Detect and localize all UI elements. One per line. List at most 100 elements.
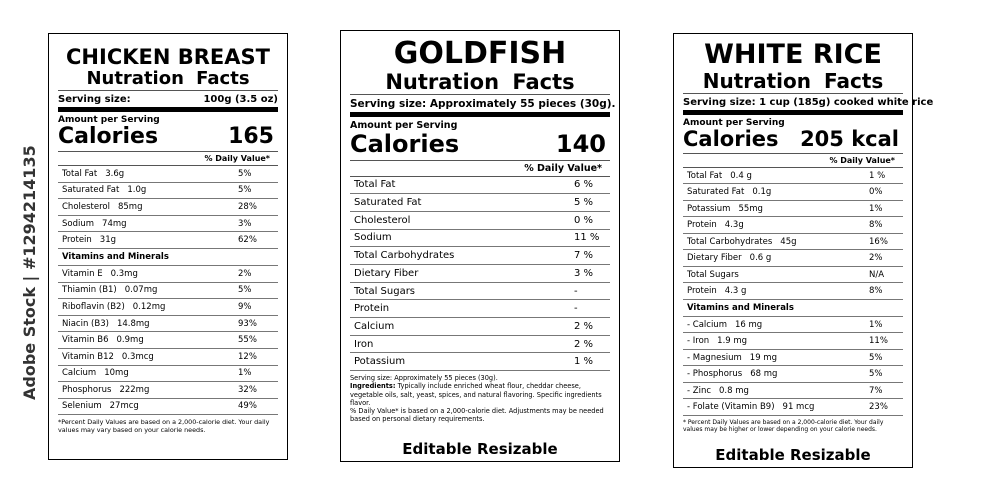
nutrient-amount: 68 mg: [750, 369, 778, 380]
nutrient-amount: 55mg: [738, 203, 763, 214]
nutrient-amount: 10mg: [104, 368, 129, 379]
nutrient-name: Total Carbohydrates: [687, 236, 773, 247]
nutrient: - Magnesium 19 mg: [683, 353, 869, 363]
nutrient: Total Sugars: [683, 270, 869, 280]
nutrient-name: - Folate (Vitamin B9): [687, 402, 775, 413]
daily-value: 55%: [238, 335, 257, 346]
notes-serving: Serving size: Approximately 55 pieces (3…: [350, 374, 498, 383]
nutrient-amount: 45g: [780, 236, 797, 247]
nutrient-row: Vitamin E 0.3mg 2%: [58, 266, 278, 283]
badge: Editable Resizable: [402, 440, 558, 458]
notes: Serving size: Approximately 55 pieces (3…: [350, 371, 610, 423]
nutrient-name: Total Fat: [62, 168, 98, 179]
nutrient: Phosphorus 222mg: [58, 385, 238, 395]
footnote: *Percent Daily Values are based on a 2,0…: [58, 418, 270, 435]
daily-value: 5%: [238, 285, 252, 296]
daily-value: 3 %: [574, 267, 594, 279]
daily-value: 7 %: [574, 250, 594, 262]
nutrient: Protein 4.3 g: [683, 286, 869, 296]
nutrient-row: Saturated Fat 1.0g 5%: [58, 183, 278, 200]
nutrient-amount: 14.8mg: [116, 318, 150, 329]
nutrient-name: Niacin (B3): [62, 318, 109, 329]
daily-value: 16%: [869, 236, 888, 247]
nutrient-row: Total Fat 6 %: [350, 177, 610, 195]
nutrient-row: Total Fat 3.6g 5%: [58, 166, 278, 183]
nutrient-name: Dietary Fiber: [354, 267, 419, 279]
serving-label: Serving size: Approximately 55 pieces (3…: [350, 98, 616, 111]
daily-value: 1%: [869, 203, 883, 214]
daily-value: 93%: [238, 318, 257, 329]
daily-value: -: [574, 303, 578, 315]
nutrient-name: Thiamin (B1): [62, 285, 117, 296]
nutrient-row: Riboflavin (B2) 0.12mg 9%: [58, 299, 278, 316]
nutrient-name: Calcium: [62, 368, 97, 379]
nutrient-row: - Folate (Vitamin B9) 91 mcg 23%: [683, 399, 903, 416]
label-subtitle: Nutration Facts: [58, 68, 278, 91]
nutrition-label: CHICKEN BREAST Nutration Facts Serving siz…: [48, 33, 288, 460]
nutrient-name: Dietary Fiber: [687, 253, 742, 264]
nutrient-row: Vitamin B6 0.9mg 55%: [58, 332, 278, 349]
calories-label: Calories: [350, 130, 460, 159]
nutrient-name: Protein: [62, 235, 92, 246]
nutrient: Sodium: [350, 232, 574, 243]
nutrient-row: - Calcium 16 mg 1%: [683, 317, 903, 334]
nutrient-name: Sodium: [354, 232, 392, 244]
nutrient-row: Selenium 27mcg 49%: [58, 399, 278, 416]
daily-value: 3%: [238, 218, 252, 229]
label-title: CHICKEN BREAST: [66, 45, 270, 69]
nutrient-amount: 0.1g: [752, 187, 772, 198]
nutrient-name: Saturated Fat: [62, 185, 120, 196]
nutrient: Riboflavin (B2) 0.12mg: [58, 302, 238, 312]
nutrient: Thiamin (B1) 0.07mg: [58, 285, 238, 295]
nutrient: - Calcium 16 mg: [683, 320, 869, 330]
nutrient-row: Saturated Fat 0.1g 0%: [683, 184, 903, 201]
nutrient: Total Fat 0.4 g: [683, 171, 869, 181]
nutrient-row: Cholesterol 85mg 28%: [58, 199, 278, 216]
daily-value: 8%: [869, 220, 883, 231]
daily-value: 12%: [238, 351, 257, 362]
nutrient-name: Vitamin B6: [62, 335, 109, 346]
nutrient-row: Protein 31g 62%: [58, 232, 278, 249]
nutrient-row: Sodium 74mg 3%: [58, 216, 278, 233]
nutrient-name: Protein: [687, 286, 717, 297]
label-title: GOLDFISH: [393, 36, 567, 71]
daily-value: 5%: [238, 168, 252, 179]
nutrient-row: Total Carbohydrates 45g 16%: [683, 234, 903, 251]
nutrient-row: Niacin (B3) 14.8mg 93%: [58, 316, 278, 333]
nutrient-row: - Zinc 0.8 mg 7%: [683, 383, 903, 400]
daily-value: 1%: [238, 368, 252, 379]
calories-value: 140: [555, 130, 606, 159]
nutrient: Protein 4.3g: [683, 220, 869, 230]
nutrient-row: Total Sugars N/A: [683, 267, 903, 284]
nutrient: Protein: [350, 303, 574, 314]
nutrient-amount: 16 mg: [734, 319, 763, 330]
nutrient: Vitamin B12 0.3mcg: [58, 352, 238, 362]
daily-value: 62%: [238, 235, 257, 246]
nutrient-row: Protein -: [350, 300, 610, 319]
nutrition-label: GOLDFISH Nutration Facts Serving size: App…: [340, 30, 620, 462]
daily-value: 7%: [869, 385, 883, 396]
nutrient-name: - Phosphorus: [687, 369, 743, 380]
nutrient-row: Dietary Fiber 0.6 g 2%: [683, 250, 903, 267]
nutrient-amount: 0.6 g: [749, 253, 772, 264]
nutrient-name: Selenium: [62, 401, 102, 412]
daily-value-header: % Daily Value*: [683, 154, 903, 168]
label-subtitle: Nutration Facts: [683, 69, 903, 94]
daily-value: N/A: [869, 269, 885, 280]
nutrition-label: WHITE RICE Nutration Facts Serving size: 1…: [673, 33, 933, 468]
nutrient-row: - Magnesium 19 mg 5%: [683, 350, 903, 367]
nutrient: Total Sugars: [350, 286, 574, 297]
nutrient: - Iron 1.9 mg: [683, 336, 869, 346]
nutrient-amount: 0.4 g: [730, 170, 752, 181]
nutrient: Total Carbohydrates 45g: [683, 237, 869, 247]
nutrient-name: - Magnesium: [687, 352, 742, 363]
nutrient-row: - Phosphorus 68 mg 5%: [683, 366, 903, 383]
nutrient-name: - Calcium: [687, 319, 727, 330]
nutrient: Saturated Fat: [350, 197, 574, 208]
serving-size: Serving size: 100g (3.5 oz): [58, 91, 278, 112]
nutrient: - Zinc 0.8 mg: [683, 386, 869, 396]
nutrient-name: Vitamin B12: [62, 351, 114, 362]
nutrient: - Phosphorus 68 mg: [683, 369, 869, 379]
nutrient-row: Thiamin (B1) 0.07mg 5%: [58, 283, 278, 300]
nutrient-amount: 0.8 mg: [719, 385, 749, 396]
